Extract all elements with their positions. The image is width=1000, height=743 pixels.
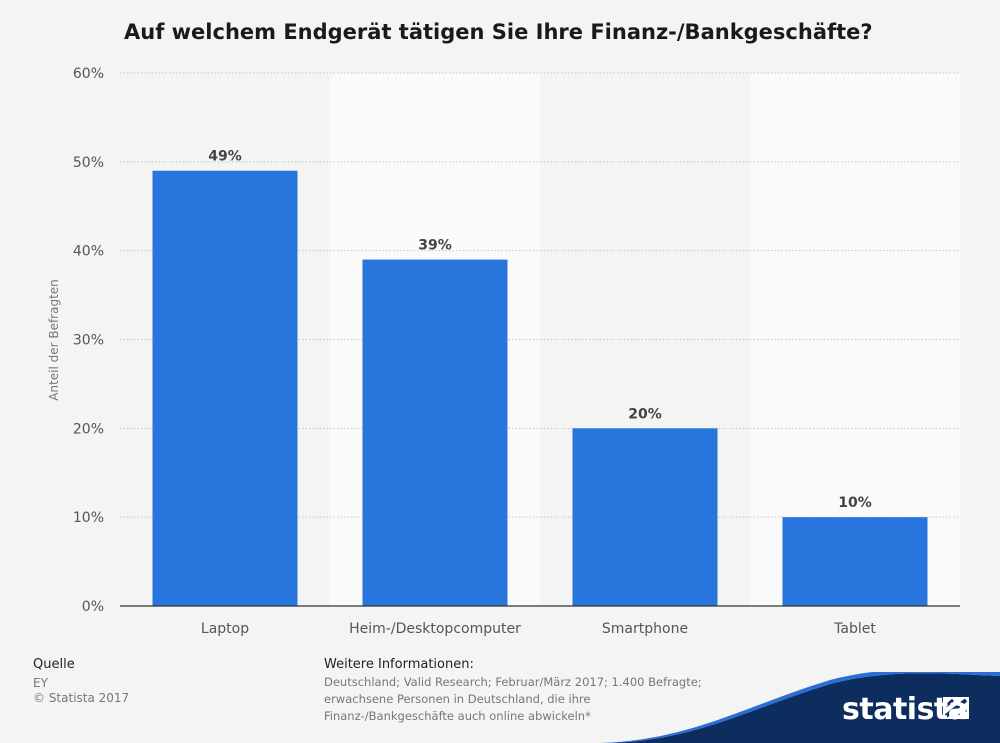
- y-tick-label: 0%: [82, 599, 104, 615]
- source-value: EY: [33, 676, 48, 690]
- y-axis-ticks: 0% 10% 20% 30% 40% 50% 60%: [73, 66, 104, 615]
- bar[interactable]: [152, 170, 298, 606]
- bar[interactable]: [782, 517, 928, 606]
- bar-value-label: 20%: [628, 406, 662, 422]
- bar[interactable]: [572, 428, 718, 606]
- x-tick-label: Smartphone: [602, 621, 688, 637]
- x-tick-label: Tablet: [833, 621, 876, 637]
- y-tick-label: 20%: [73, 421, 104, 437]
- x-tick-label: Laptop: [201, 621, 249, 637]
- y-axis-label: Anteil der Befragten: [47, 279, 61, 401]
- statista-flag-icon: [943, 697, 969, 719]
- y-tick-label: 50%: [73, 155, 104, 171]
- statista-logo-banner[interactable]: [600, 672, 1000, 743]
- y-tick-label: 30%: [73, 333, 104, 349]
- statista-logo-text: statista: [842, 692, 968, 727]
- info-text: Deutschland; Valid Research; Februar/Mär…: [324, 675, 702, 723]
- y-tick-label: 40%: [73, 244, 104, 260]
- bar-chart: 0% 10% 20% 30% 40% 50% 60% 49% 39% 20% 10% Laptop…: [73, 66, 960, 637]
- x-tick-label: Heim-/Desktopcomputer: [349, 621, 521, 637]
- bar-value-label: 10%: [838, 495, 872, 511]
- bars: [152, 170, 928, 606]
- chart-title: Auf welchem Endgerät tätigen Sie Ihre Fi…: [124, 20, 873, 44]
- bar[interactable]: [362, 259, 508, 606]
- bar-value-label: 49%: [208, 149, 242, 165]
- copyright: © Statista 2017: [33, 691, 130, 705]
- info-heading: Weitere Informationen:: [324, 657, 474, 672]
- x-axis-labels: Laptop Heim-/Desktopcomputer Smartphone Tab…: [201, 621, 876, 637]
- bar-value-label: 39%: [418, 238, 452, 254]
- y-tick-label: 60%: [73, 66, 104, 82]
- y-tick-label: 10%: [73, 510, 104, 526]
- source-heading: Quelle: [33, 657, 75, 672]
- value-labels: 49% 39% 20% 10%: [208, 149, 872, 511]
